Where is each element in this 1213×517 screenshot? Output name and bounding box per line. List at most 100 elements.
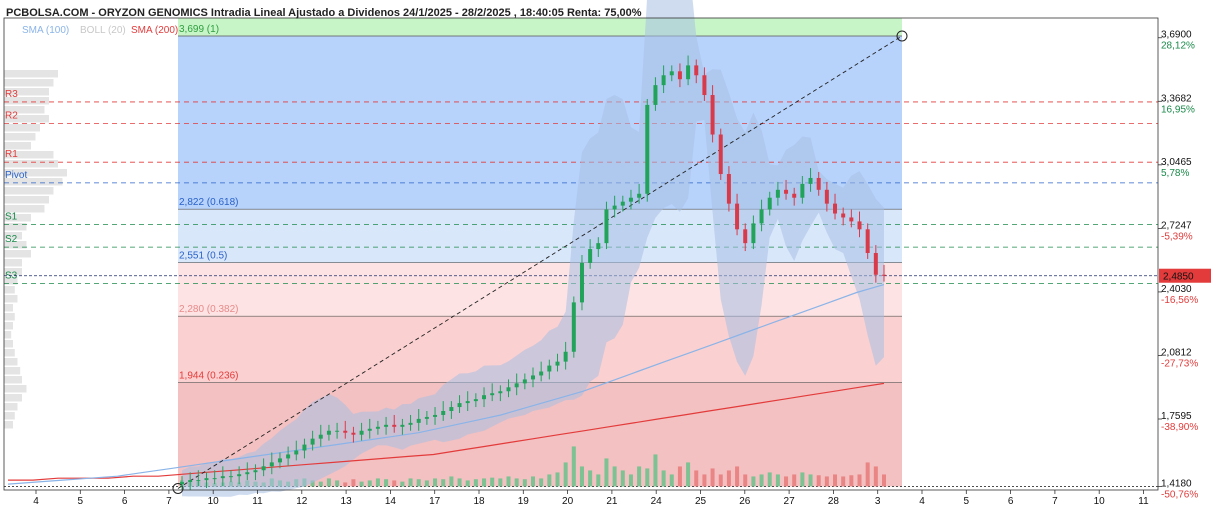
volume-profile-bar [4,151,54,159]
candle-body [718,134,723,175]
y-tick-label: 1,4180 [1161,478,1192,489]
legend-boll20: BOLL (20) [80,25,126,36]
volume-bar [547,474,552,487]
candle-body [800,183,805,198]
volume-profile-bar [4,304,13,312]
candle-body [294,450,299,455]
fib-label-1: 2,822 (0.618) [179,197,239,208]
y-tick-label: 2,7247 [1161,220,1192,231]
volume-bar [498,478,503,487]
volume-bar [473,479,478,487]
volume-bar [816,475,821,487]
volume-bar [326,478,331,487]
volume-bar [506,476,511,487]
volume-bar [384,479,389,487]
volume-bar [628,474,633,487]
volume-bar [735,466,740,487]
volume-profile-bar [4,259,22,267]
candle-body [416,418,421,423]
volume-bar [539,478,544,487]
candle-body [596,243,601,250]
trend-line [177,35,903,489]
candle-body [841,213,846,218]
candle-body [424,416,429,419]
x-tick-label: 28 [828,496,840,507]
candle-body [833,203,838,214]
volume-bar [726,470,731,487]
volume-bar [318,481,323,487]
volume-profile-bar [4,70,58,78]
candle-body [408,422,413,425]
legend-sma200: SMA (200) [131,25,178,36]
candle-body [849,217,854,222]
volume-profile-bar [4,223,27,231]
candle-body [669,71,674,76]
x-tick-label: 3 [875,496,881,507]
candle-body [457,403,462,408]
candle-body [759,209,764,224]
volume-profile-bar [4,79,54,87]
candle-body [710,95,715,135]
candle-body [204,478,209,481]
x-tick-label: 17 [429,496,441,507]
volume-bar [620,470,625,487]
volume-bar [775,474,780,487]
volume-bar [743,474,748,487]
x-tick-label: 5 [964,496,970,507]
bollinger-band [182,0,884,497]
volume-bar [849,475,854,487]
x-tick-label: 6 [1008,496,1014,507]
last-price-badge [1159,268,1211,283]
volume-bar [490,477,495,487]
x-tick-label: 14 [385,496,397,507]
trend-end-marker [896,30,908,42]
candle-body [628,197,633,202]
candle-body [245,472,250,475]
candle-body [579,262,584,303]
y-tick-label: 3,3682 [1161,93,1192,104]
candle-body [269,462,274,467]
candle-body [384,424,389,427]
volume-profile-bar [4,205,45,213]
candle-body [498,391,503,394]
candle-body [335,430,340,432]
candle-body [253,470,258,473]
pivot-label-s1: S1 [5,211,18,222]
candle-body [506,387,511,392]
volume-bar [612,466,617,487]
volume-profile-bar [4,268,22,276]
volume-profile-bar [4,295,18,303]
y-tick-label: 2,4030 [1161,284,1192,295]
candle-body [816,177,821,190]
candle-body [588,249,593,263]
candle-body [367,428,372,431]
volume-bar [457,478,462,487]
volume-bar [759,474,764,487]
x-tick-label: 10 [208,496,220,507]
volume-bar [351,479,356,487]
y-tick-pct: -50,76% [1161,489,1198,500]
volume-profile-bar [4,403,18,411]
volume-bar [677,466,682,487]
fib-zone-3 [178,262,902,317]
x-tick-label: 20 [562,496,574,507]
volume-profile-bar [4,196,49,204]
volume-profile-bar [4,97,49,105]
y-tick-label: 2,0812 [1161,347,1192,358]
x-tick-label: 7 [166,496,172,507]
volume-profile-bar [4,232,22,240]
x-tick-label: 10 [1094,496,1106,507]
candle-body [563,351,568,362]
candle-body [522,379,527,384]
volume-bar [751,476,756,487]
chart-title: PCBOLSA.COM - ORYZON GENOMICS Intradia L… [6,7,642,19]
volume-bar [588,470,593,487]
candle-body [686,65,691,80]
volume-bar [571,446,576,487]
candle-body [196,480,201,482]
volume-bar [416,479,421,487]
candle-body [433,414,438,417]
trend-start-marker [172,482,184,494]
candle-body [392,424,397,427]
